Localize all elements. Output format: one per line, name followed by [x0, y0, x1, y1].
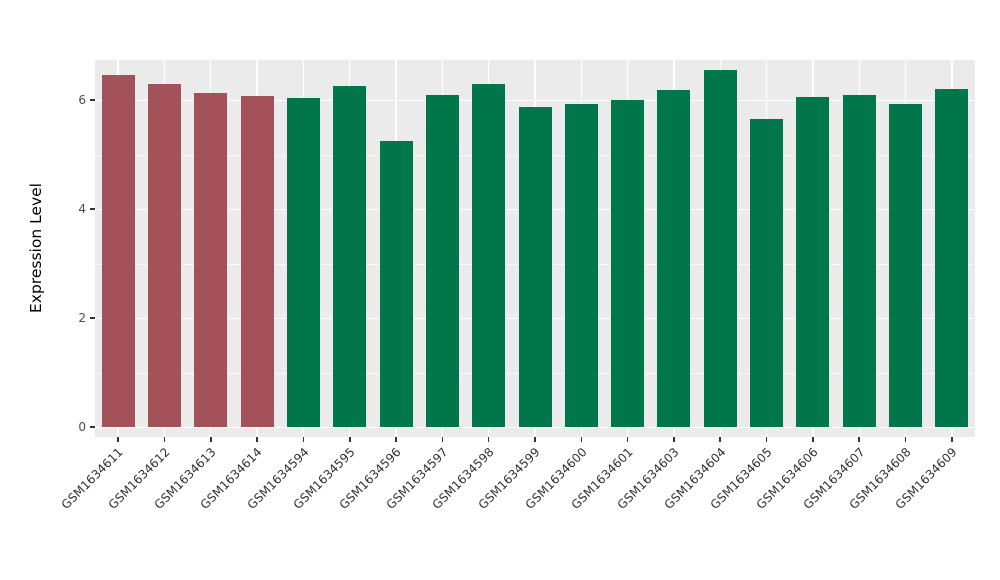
y-tick-mark — [90, 99, 95, 101]
x-tick-mark — [256, 437, 258, 442]
bar — [425, 94, 459, 427]
x-tick-mark — [951, 437, 953, 442]
plot-panel — [95, 60, 975, 437]
x-tick-mark — [858, 437, 860, 442]
bar — [842, 94, 876, 427]
x-tick-mark — [209, 437, 212, 442]
x-tick-mark — [719, 437, 722, 442]
x-tick-mark — [441, 437, 444, 442]
x-tick-mark — [487, 437, 490, 442]
y-tick-mark — [90, 426, 95, 428]
y-tick-mark — [90, 208, 95, 210]
bar — [796, 97, 830, 427]
bar — [611, 100, 645, 427]
bar — [703, 70, 737, 427]
bar — [147, 83, 181, 427]
y-tick-label: 4 — [78, 202, 86, 216]
y-tick-label: 6 — [78, 93, 86, 107]
x-tick-mark — [163, 437, 166, 442]
x-tick-mark — [673, 437, 675, 442]
bar — [379, 140, 413, 427]
bar — [333, 86, 367, 427]
x-tick-mark — [302, 437, 305, 442]
y-tick-mark — [90, 317, 95, 319]
y-axis-title: Expression Level — [27, 183, 45, 313]
bar — [472, 83, 506, 427]
bar — [286, 98, 320, 427]
bar — [194, 93, 228, 427]
x-tick-mark — [395, 437, 397, 442]
bar — [935, 89, 969, 427]
bar — [657, 90, 691, 427]
bar — [240, 95, 274, 427]
x-tick-mark — [904, 437, 907, 442]
bar — [750, 119, 784, 427]
x-tick-mark — [812, 437, 814, 442]
y-tick-label: 2 — [78, 311, 86, 325]
x-tick-mark — [348, 437, 351, 442]
x-tick-mark — [534, 437, 536, 442]
bar — [564, 104, 598, 427]
x-tick-mark — [117, 437, 119, 442]
x-tick-mark — [765, 437, 768, 442]
bar — [889, 104, 923, 427]
bar — [518, 106, 552, 427]
y-tick-label: 0 — [78, 420, 86, 434]
x-tick-mark — [580, 437, 583, 442]
x-tick-mark — [626, 437, 629, 442]
bar — [101, 75, 135, 427]
